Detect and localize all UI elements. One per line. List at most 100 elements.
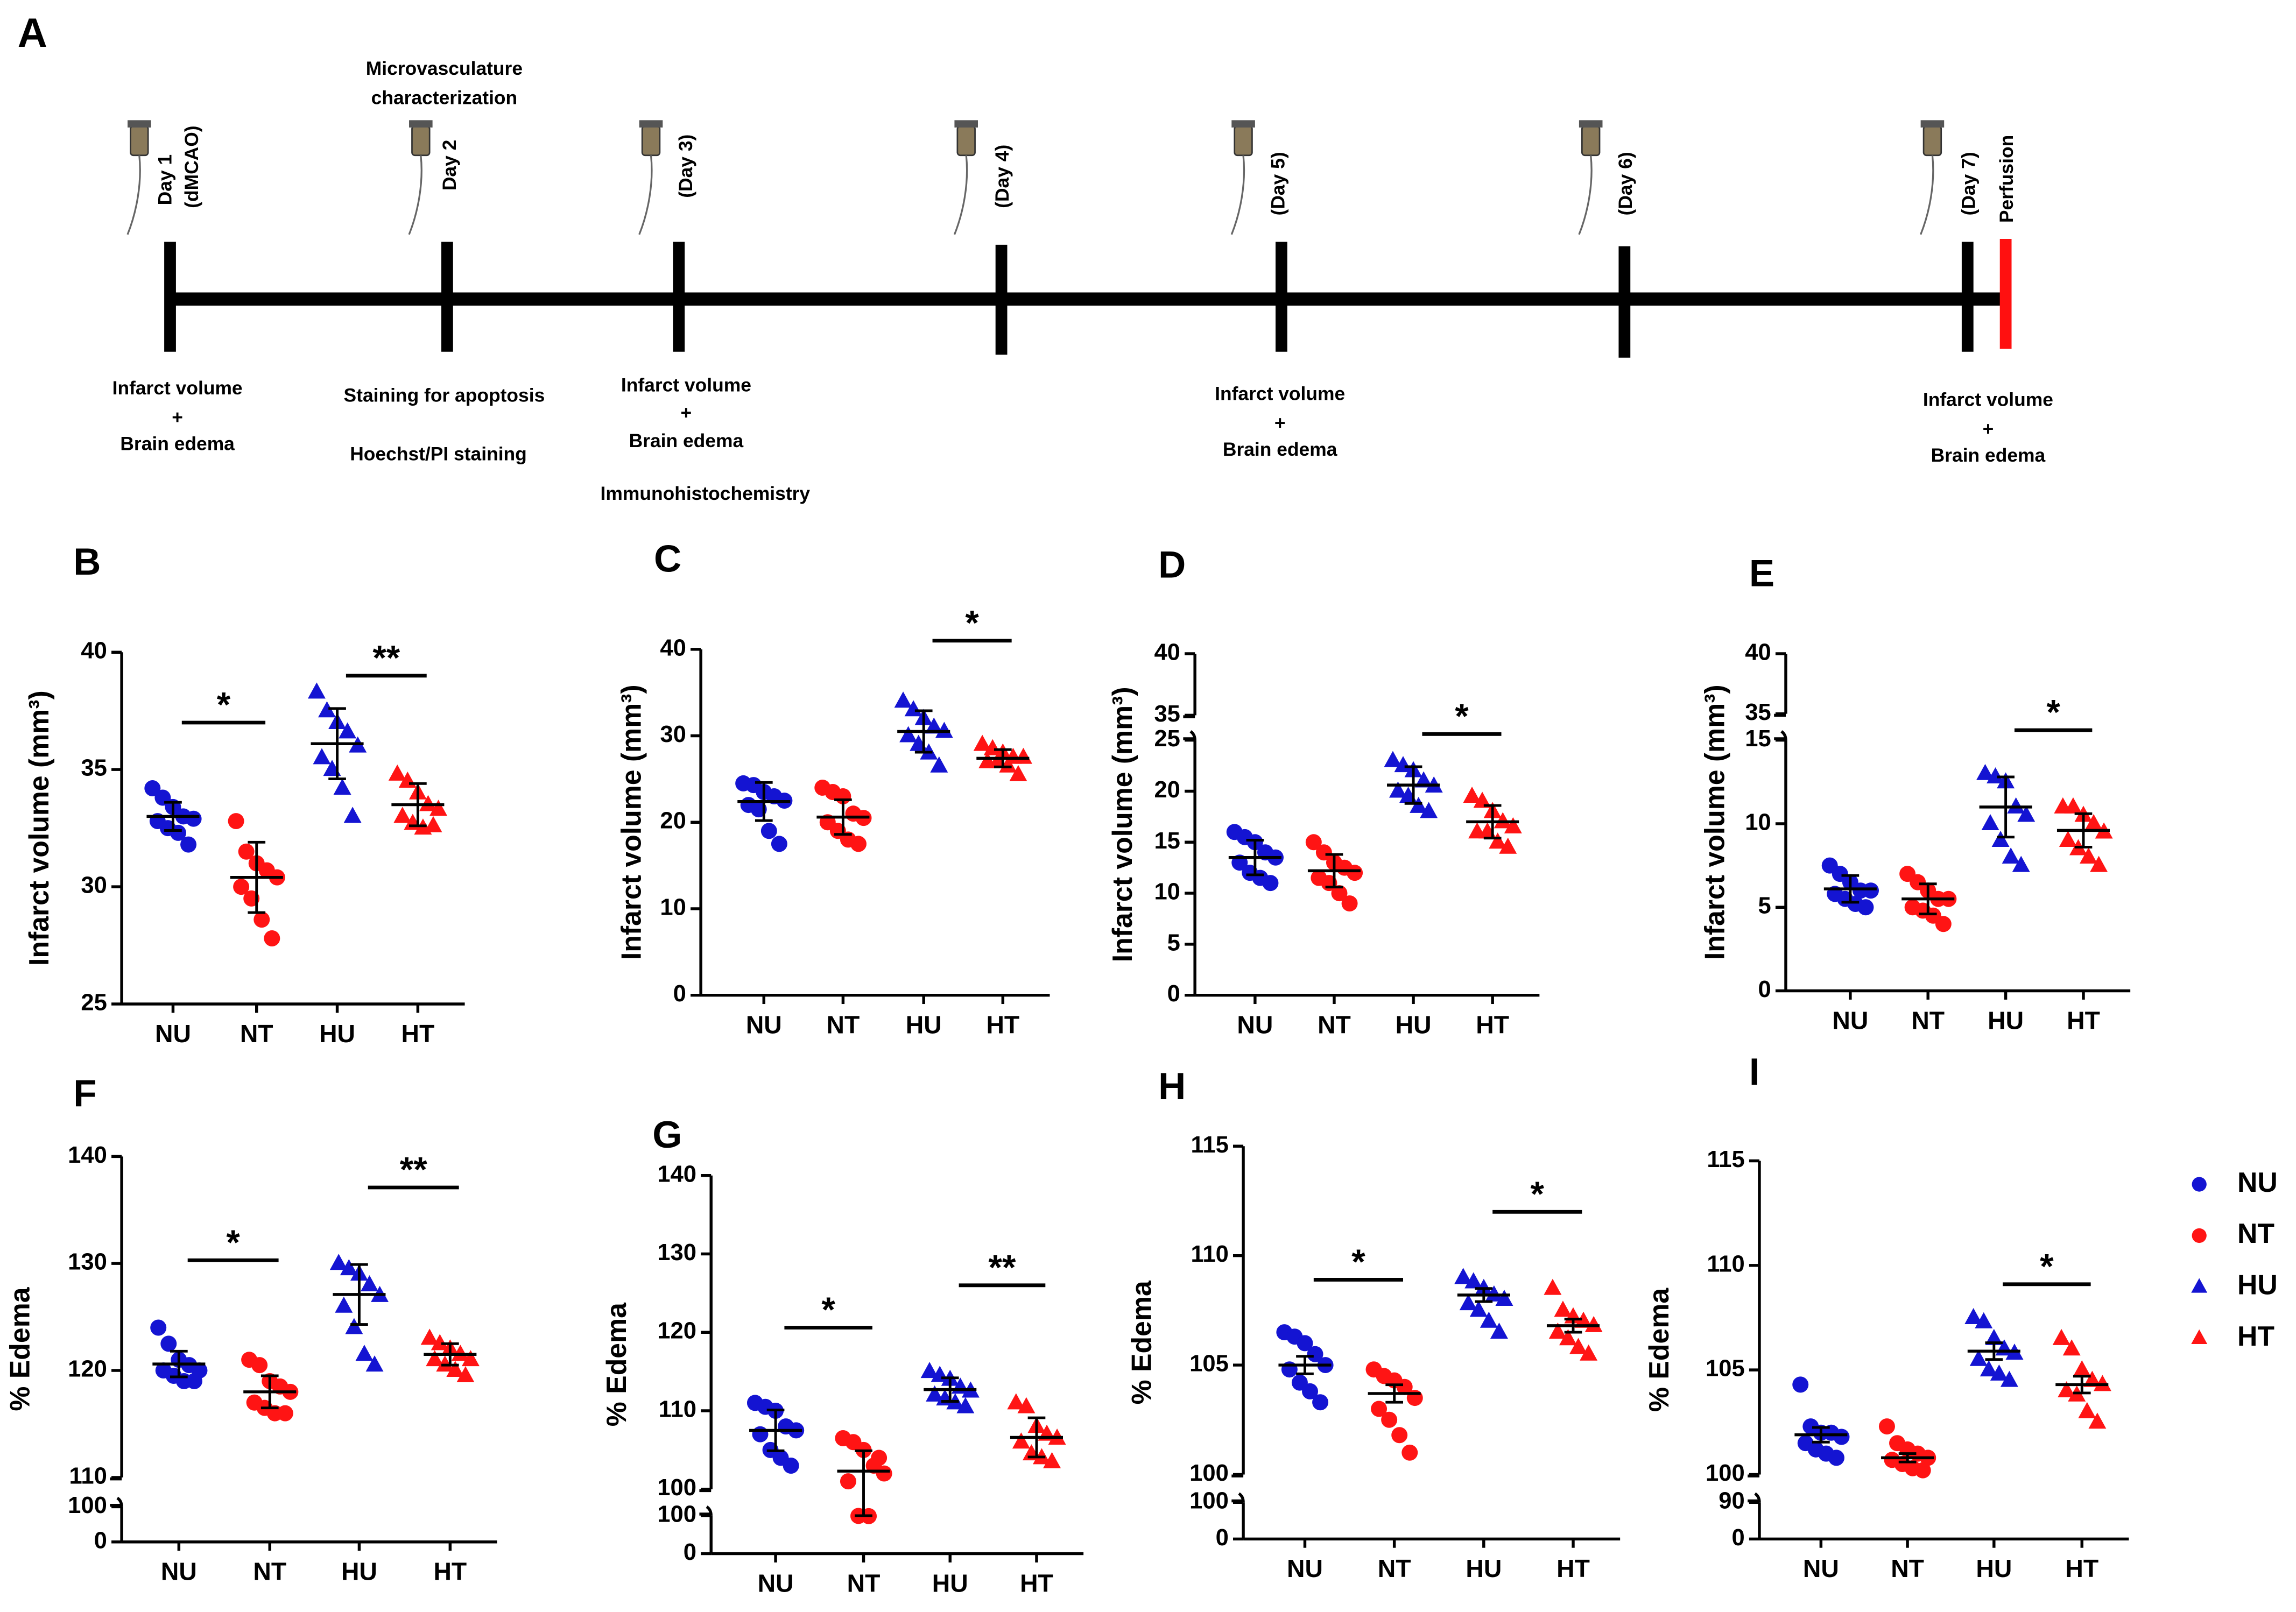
point: [1473, 791, 1491, 808]
point: [461, 1350, 480, 1367]
event-label: +: [681, 402, 692, 423]
y-tick-label: 30: [660, 722, 686, 747]
point: [1459, 1294, 1477, 1311]
point: [2064, 797, 2082, 814]
x-tick-label: HU: [1466, 1554, 1502, 1582]
point: [307, 682, 326, 699]
point: [1410, 796, 1428, 813]
significance-stars: *: [217, 685, 231, 724]
point: [930, 756, 948, 773]
event-label: Brain edema: [120, 433, 235, 454]
point: [1312, 1394, 1329, 1411]
y-tick-label: 100: [1189, 1488, 1229, 1514]
point: [2088, 1412, 2107, 1429]
point: [2073, 1360, 2091, 1377]
y-tick-label: 25: [81, 990, 107, 1016]
point: [456, 1366, 475, 1382]
x-tick-label: HT: [2067, 1006, 2100, 1034]
x-tick-label: NT: [1378, 1554, 1411, 1582]
point: [1548, 1323, 1567, 1339]
x-tick-label: NT: [1318, 1011, 1351, 1039]
y-tick-label: 10: [1154, 879, 1180, 905]
point: [2007, 797, 2025, 814]
y-axis-label: Infarct volume (mm³): [615, 684, 646, 960]
significance-stars: *: [821, 1290, 835, 1330]
point: [760, 823, 777, 839]
axis-break: [699, 1489, 713, 1516]
point: [752, 1426, 769, 1443]
syringe-body: [1581, 125, 1601, 157]
y-axis-label: % Edema: [601, 1302, 632, 1426]
point: [264, 930, 280, 946]
x-tick-label: NT: [1911, 1006, 1945, 1034]
x-tick-label: HU: [1976, 1554, 2012, 1582]
y-tick-label: 35: [1745, 699, 1771, 725]
point: [343, 807, 362, 823]
x-tick-label: NT: [240, 1020, 273, 1048]
syringe-body: [956, 125, 976, 157]
point: [1857, 899, 1874, 916]
point: [2052, 1328, 2070, 1345]
y-tick-label: 105: [1706, 1356, 1745, 1382]
point: [365, 1355, 384, 1372]
point: [1394, 756, 1412, 773]
y-axis-label: % Edema: [1643, 1288, 1674, 1412]
event-label: Staining for apoptosis: [344, 384, 545, 406]
point: [926, 1385, 944, 1402]
day-label: (Day 5): [1267, 152, 1288, 215]
point: [1987, 767, 2005, 783]
point: [840, 1473, 856, 1490]
point: [1464, 1272, 1483, 1289]
point: [2090, 856, 2108, 872]
point: [2058, 1381, 2076, 1398]
point: [1454, 1268, 1473, 1284]
point: [1489, 832, 1507, 849]
day-ticks: [164, 239, 2012, 358]
point: [1554, 1300, 1572, 1317]
point: [1297, 1335, 1313, 1352]
point: [1391, 1427, 1408, 1444]
x-tick-label: NU: [1832, 1006, 1868, 1034]
point: [419, 795, 437, 811]
panel-label: E: [1749, 553, 1774, 595]
y-axis-label: % Edema: [4, 1286, 35, 1411]
point: [329, 1254, 348, 1270]
x-tick-label: NU: [746, 1011, 782, 1039]
point: [1389, 781, 1407, 798]
axis-break: [1774, 713, 1787, 740]
point: [876, 1465, 892, 1482]
y-tick-label: 10: [660, 894, 686, 920]
point: [424, 816, 442, 832]
point: [1463, 786, 1481, 803]
point: [1302, 1383, 1318, 1399]
point: [345, 1318, 363, 1334]
point: [1014, 747, 1032, 764]
significance-stars: *: [965, 603, 979, 642]
point: [1307, 1346, 1323, 1362]
event-label: characterization: [371, 87, 518, 108]
syringe-needle: [408, 155, 422, 235]
y-tick-label: 100: [657, 1475, 696, 1501]
axis-break: [1231, 1474, 1245, 1503]
x-tick-label: NU: [1287, 1554, 1323, 1582]
point: [160, 1335, 177, 1352]
point: [2017, 805, 2036, 822]
point: [2192, 1228, 2207, 1243]
point: [2191, 1329, 2208, 1345]
syringe-body: [130, 125, 149, 157]
significance-stars: **: [989, 1248, 1016, 1287]
y-tick-label: 10: [1745, 809, 1771, 835]
point: [1499, 837, 1517, 854]
point: [185, 810, 202, 827]
y-tick-label: 5: [1758, 893, 1771, 919]
x-tick-label: NT: [827, 1011, 860, 1039]
legend-label: HT: [2237, 1320, 2274, 1352]
event-label: Infarct volume: [621, 374, 751, 395]
y-tick-label: 120: [657, 1318, 696, 1344]
point: [1914, 1462, 1931, 1479]
point: [2080, 847, 2098, 864]
point: [2093, 1375, 2111, 1391]
point: [904, 700, 922, 717]
point: [925, 717, 943, 734]
